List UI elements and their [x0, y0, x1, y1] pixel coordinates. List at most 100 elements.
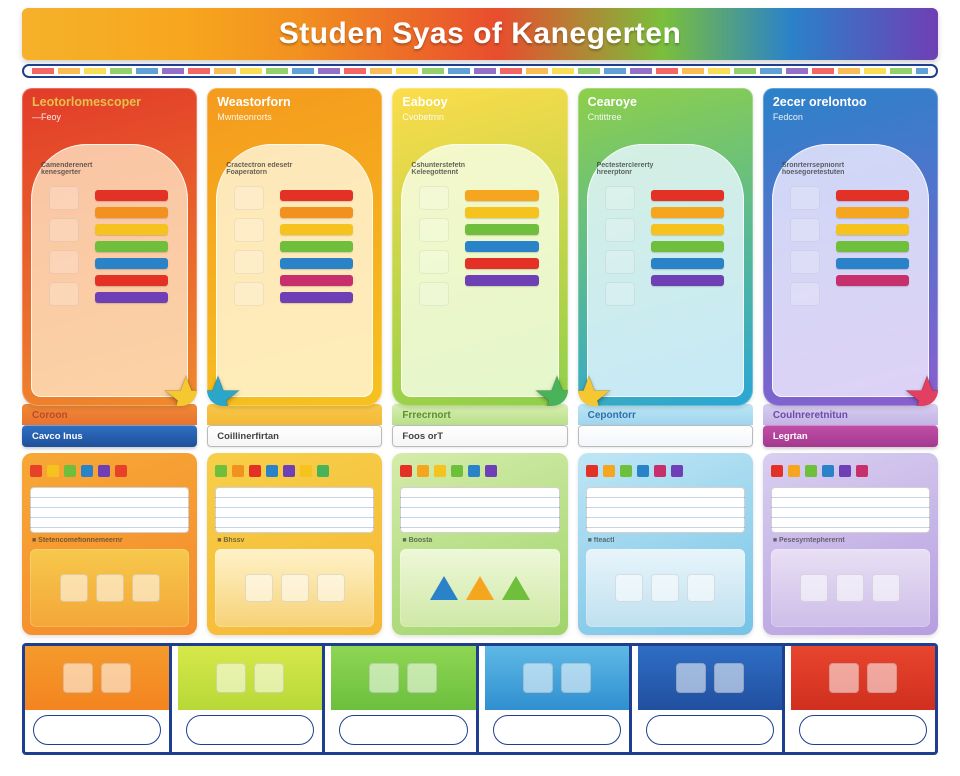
- column-subtitle: —Feoy: [32, 112, 187, 122]
- column-subtitle: Cvobetrnn: [402, 112, 557, 122]
- footer-tile-1: [178, 646, 325, 752]
- star-icon: [534, 374, 568, 406]
- tile-input[interactable]: [33, 715, 161, 745]
- shape-swatch: [98, 465, 110, 477]
- crayon-bar: [280, 207, 353, 218]
- sun-icon: [49, 186, 79, 210]
- column-title: Cearoye: [588, 96, 743, 110]
- shape-swatch: [856, 465, 868, 477]
- shape-swatch: [654, 465, 666, 477]
- shape-swatch: [215, 465, 227, 477]
- activity-panel-0: ■ Stetencomefionnemeernr: [22, 453, 197, 635]
- books-icon: [419, 186, 449, 210]
- panel-note: ■ Stetencomefionnemeernr: [32, 537, 123, 544]
- section-button-3[interactable]: [578, 425, 753, 447]
- shape-strip: [30, 461, 189, 481]
- section-button-1[interactable]: Coillinerfirtan: [207, 425, 382, 447]
- crayon-bar: [465, 275, 538, 286]
- footer-tile-5: [791, 646, 935, 752]
- crayon-bar: [280, 258, 353, 269]
- card-icon: [790, 250, 820, 274]
- tile-icon-area: [791, 646, 935, 710]
- shape-swatch: [788, 465, 800, 477]
- section-button-2[interactable]: Foos orT: [392, 425, 567, 447]
- desk-object: [615, 574, 643, 602]
- column-caption: Cractectron edesetrFoaperatorn: [226, 162, 363, 176]
- shape-swatch: [485, 465, 497, 477]
- shape-swatch: [434, 465, 446, 477]
- tile-input[interactable]: [493, 715, 621, 745]
- writing-lines[interactable]: [586, 487, 745, 533]
- column-arch: Sronrterrsepnionrthoesegoretestuten: [772, 144, 929, 397]
- desk-object: [281, 574, 309, 602]
- section-button-4[interactable]: Legrtan: [763, 425, 938, 447]
- chart-icon: [49, 282, 79, 306]
- flag-icon: [605, 186, 635, 210]
- tile-icon-area: [25, 646, 169, 710]
- crayon-bar: [465, 258, 538, 269]
- crayon-bar: [651, 207, 724, 218]
- column-caption: CshunterstefetnKeleegottennt: [411, 162, 548, 176]
- page-title: Studen Syas of Kanegerten: [279, 17, 682, 51]
- writing-lines[interactable]: [215, 487, 374, 533]
- jar-icon: [234, 282, 264, 306]
- tile-input[interactable]: [186, 715, 314, 745]
- star-icon: [904, 374, 938, 406]
- writing-lines[interactable]: [400, 487, 559, 533]
- stack-icon: [49, 250, 79, 274]
- footer-tile-0: [25, 646, 172, 752]
- column-title: Leotorlomescoper: [32, 96, 187, 110]
- crayon-bar: [465, 224, 538, 235]
- crayon-bar: [651, 224, 724, 235]
- crayon-bar: [95, 207, 168, 218]
- crayon-bar: [836, 241, 909, 252]
- crayon-bar: [95, 241, 168, 252]
- writing-lines[interactable]: [30, 487, 189, 533]
- shape-swatch: [620, 465, 632, 477]
- tile-object: [867, 663, 897, 693]
- shape-swatch: [30, 465, 42, 477]
- tile-input[interactable]: [339, 715, 467, 745]
- desk-object: [132, 574, 160, 602]
- desk-object: [317, 574, 345, 602]
- crayon-bar: [280, 224, 353, 235]
- column-bars: [836, 186, 919, 387]
- column-icons: [597, 186, 643, 387]
- column-title: Eabooy: [402, 96, 557, 110]
- crayon-bar: [465, 190, 538, 201]
- tile-input[interactable]: [799, 715, 927, 745]
- column-caption: Sronrterrsepnionrthoesegoretestuten: [782, 162, 919, 176]
- desk-object: [60, 574, 88, 602]
- star-icon: [578, 374, 612, 406]
- crayon-bar: [836, 190, 909, 201]
- leaf-icon: [419, 250, 449, 274]
- category-column-2: Eabooy Cvobetrnn CshunterstefetnKeleegot…: [392, 88, 567, 406]
- column-subtitle: Mwnteonrorts: [217, 112, 372, 122]
- crayon-bar: [465, 241, 538, 252]
- category-column-1: Weastorforn Mwnteonrorts Cractectron ede…: [207, 88, 382, 406]
- shape-strip: [771, 461, 930, 481]
- tile-object: [216, 663, 246, 693]
- footer-tile-4: [638, 646, 785, 752]
- panel-note: ■ fteactl: [588, 537, 615, 544]
- section-button-0[interactable]: Cavco Inus: [22, 425, 197, 447]
- section-label-2: Frrecrnort: [392, 404, 567, 425]
- tile-object: [714, 663, 744, 693]
- section-label-4: Coulnreretnitun: [763, 404, 938, 425]
- shape-swatch: [232, 465, 244, 477]
- card-icon: [790, 218, 820, 242]
- shape-swatch: [317, 465, 329, 477]
- shape-swatch: [283, 465, 295, 477]
- tile-object: [523, 663, 553, 693]
- shape-swatch: [81, 465, 93, 477]
- desk-area: [30, 549, 189, 627]
- tile-input[interactable]: [646, 715, 774, 745]
- crayon-bar: [95, 258, 168, 269]
- books-icon: [234, 218, 264, 242]
- blocks-icon: [605, 250, 635, 274]
- footer-tile-2: [331, 646, 478, 752]
- writing-lines[interactable]: [771, 487, 930, 533]
- crayon-bar: [95, 190, 168, 201]
- crayon-bar: [280, 241, 353, 252]
- column-title: 2ecer orelontoo: [773, 96, 928, 110]
